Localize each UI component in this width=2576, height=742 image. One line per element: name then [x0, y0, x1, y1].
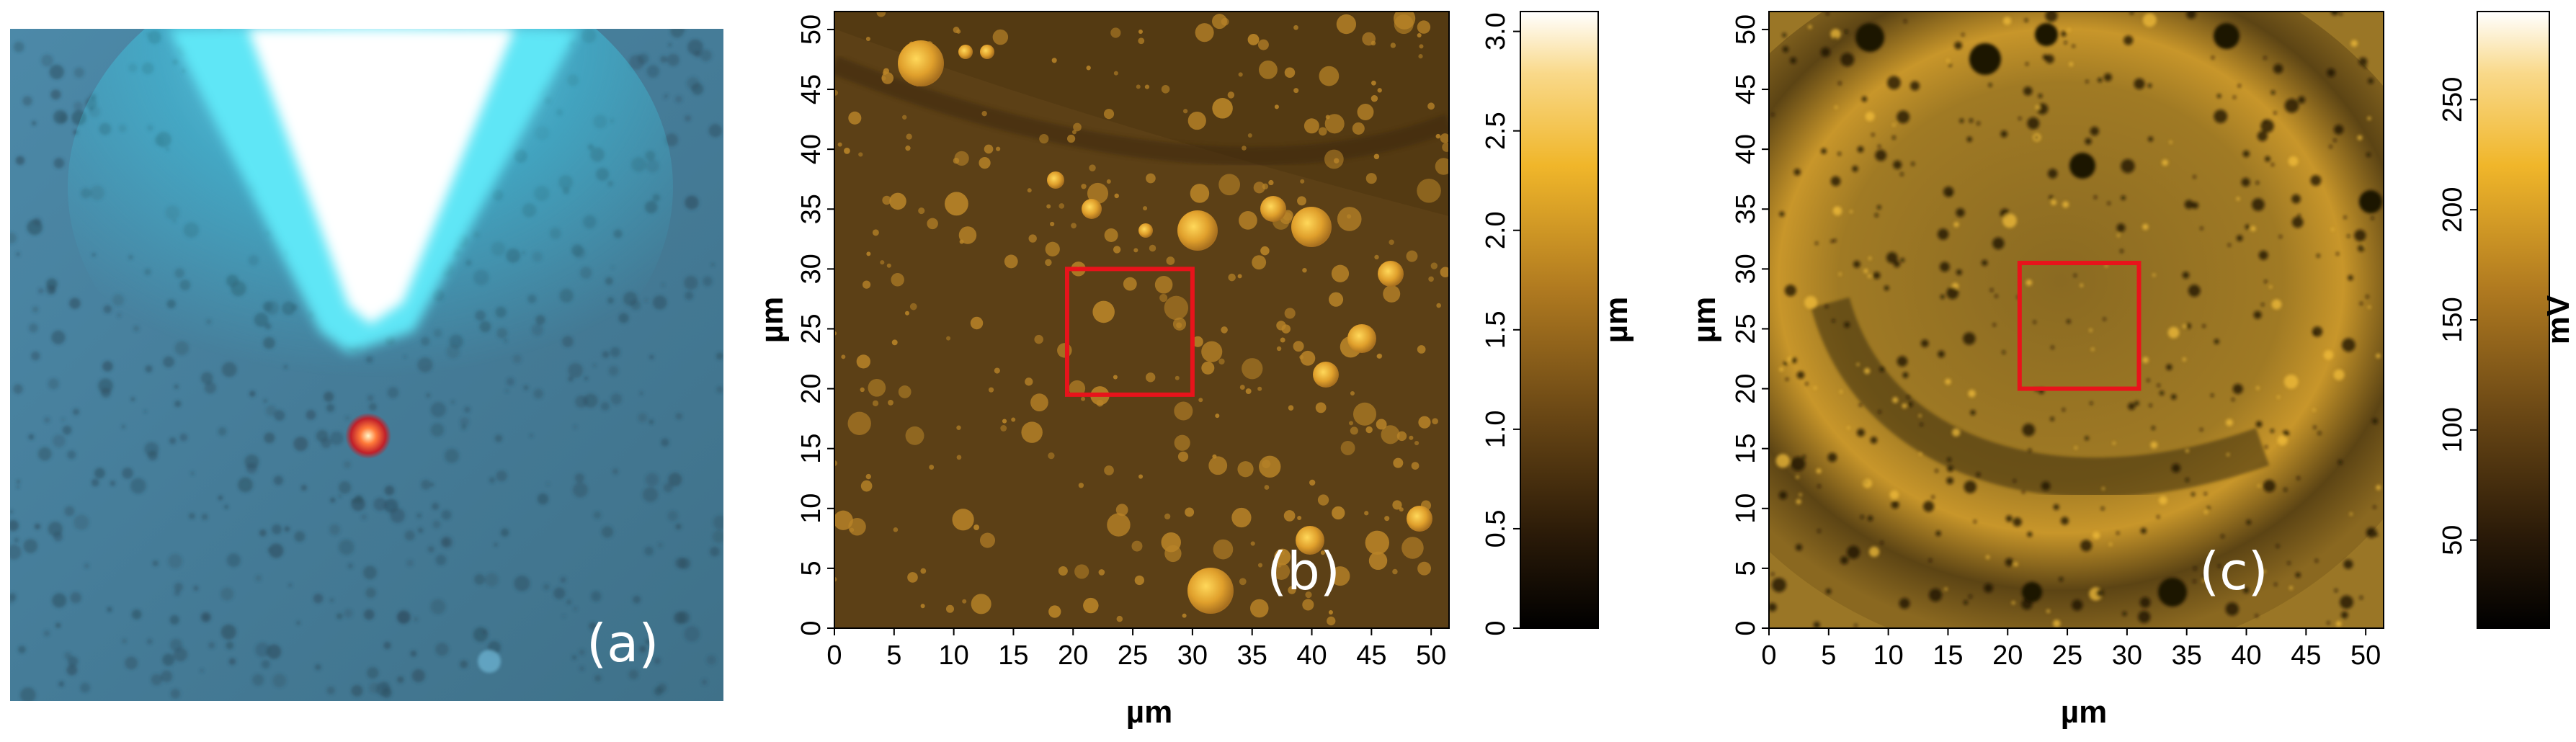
region-of-interest-box: [2017, 261, 2142, 391]
x-tick-label: 10: [938, 640, 968, 671]
region-of-interest-box: [1064, 267, 1195, 397]
x-tick-label: 40: [1296, 640, 1327, 671]
colorbar-tick-label: 50: [2438, 525, 2468, 555]
colorbar-tick-label: 2.5: [1481, 112, 1511, 150]
x-tick-label: 0: [826, 640, 842, 671]
y-tick-label: 5: [1731, 560, 1761, 576]
x-tick-label: 0: [1761, 640, 1776, 671]
colorbar-tick-label: 2.0: [1481, 211, 1511, 249]
topography-axes: 0 5 10 15 20 25 30 35 40 45 50 0 5 10 15 20 25 30 35 40 45 50: [796, 14, 1446, 671]
x-tick-label: 5: [886, 640, 901, 671]
y-tick-label: 15: [796, 434, 826, 464]
y-tick-label: 25: [1731, 313, 1761, 344]
x-tick-label: 15: [1933, 640, 1963, 671]
surface-potential-colorbar-label: mV: [2541, 295, 2576, 344]
optical-micrograph: (a): [10, 29, 723, 701]
panel-b-label: (b): [1267, 541, 1340, 602]
y-tick-label: 30: [796, 254, 826, 284]
surface-potential-axes: 0 5 10 15 20 25 30 35 40 45 50 0 5 10 15 20 25 30 35 40 45 50: [1731, 14, 2381, 671]
topography-map: [834, 12, 1449, 628]
topography-y-axis-label: µm: [754, 297, 790, 343]
x-tick-label: 10: [1873, 640, 1903, 671]
y-tick-label: 50: [1731, 14, 1761, 45]
surface-potential-figure: (c) 0 5 10 15 20 25 30 35 40 45 50 0 5 10 15 20 25 30 35 40…: [1687, 11, 2576, 730]
topography-x-axis-label: µm: [1126, 694, 1172, 730]
colorbar-tick-label: 3.0: [1481, 12, 1511, 50]
cantilever-tip: [248, 29, 514, 324]
topography-colorbar-ticks: 0 0.5 1.0 1.5 2.0 2.5 3.0: [1481, 12, 1520, 636]
panel-a-label: (a): [587, 613, 659, 674]
y-tick-label: 10: [1731, 493, 1761, 524]
y-tick-label: 0: [796, 620, 826, 635]
surface-potential-x-axis-label: µm: [2061, 694, 2107, 730]
y-tick-label: 20: [1731, 373, 1761, 403]
topography-figure: (b) 0 5 10 15 20 25 30 35 40 45 50 0 5 10 15 20 25 30 35 40…: [754, 11, 1634, 730]
colorbar-tick-label: 1.5: [1481, 310, 1511, 349]
y-tick-label: 40: [1731, 134, 1761, 164]
y-tick-label: 0: [1731, 620, 1761, 635]
surface-potential-map: [1769, 12, 2384, 628]
y-tick-label: 5: [796, 560, 826, 576]
y-tick-label: 45: [1731, 74, 1761, 104]
y-tick-label: 45: [796, 74, 826, 104]
panel-c-label: (c): [2199, 541, 2268, 602]
y-tick-label: 30: [1731, 254, 1761, 284]
topography-colorbar: [1520, 11, 1599, 629]
x-tick-label: 35: [1237, 640, 1267, 671]
surface-potential-colorbar: [2477, 11, 2550, 629]
topography-colorbar-label: µm: [1599, 297, 1634, 343]
x-tick-label: 20: [1992, 640, 2023, 671]
x-tick-label: 35: [2172, 640, 2202, 671]
x-tick-label: 45: [1356, 640, 1386, 671]
y-tick-label: 40: [796, 134, 826, 164]
x-tick-label: 45: [2291, 640, 2321, 671]
x-tick-label: 50: [2350, 640, 2381, 671]
x-tick-label: 30: [2112, 640, 2142, 671]
colorbar-tick-label: 100: [2438, 407, 2468, 452]
x-tick-label: 20: [1058, 640, 1088, 671]
laser-spot: [345, 413, 391, 459]
x-tick-label: 15: [998, 640, 1028, 671]
x-tick-label: 5: [1821, 640, 1836, 671]
x-tick-label: 40: [2231, 640, 2261, 671]
colorbar-tick-label: 0: [1481, 620, 1511, 635]
y-tick-label: 15: [1731, 434, 1761, 464]
y-tick-label: 25: [796, 313, 826, 344]
y-tick-label: 50: [796, 14, 826, 45]
y-tick-label: 35: [1731, 194, 1761, 224]
colorbar-tick-label: 0.5: [1481, 510, 1511, 548]
colorbar-tick-label: 150: [2438, 297, 2468, 342]
surface-potential-y-axis-label: µm: [1687, 297, 1722, 343]
y-tick-label: 20: [796, 373, 826, 403]
colorbar-tick-label: 200: [2438, 187, 2468, 232]
surface-potential-colorbar-ticks: 50 100 150 200 250: [2438, 77, 2477, 555]
x-tick-label: 50: [1416, 640, 1446, 671]
y-tick-label: 10: [796, 493, 826, 524]
y-tick-label: 35: [796, 194, 826, 224]
colorbar-tick-label: 1.0: [1481, 410, 1511, 448]
x-tick-label: 30: [1177, 640, 1208, 671]
x-tick-label: 25: [1118, 640, 1148, 671]
x-tick-label: 25: [2052, 640, 2082, 671]
colorbar-tick-label: 250: [2438, 77, 2468, 122]
